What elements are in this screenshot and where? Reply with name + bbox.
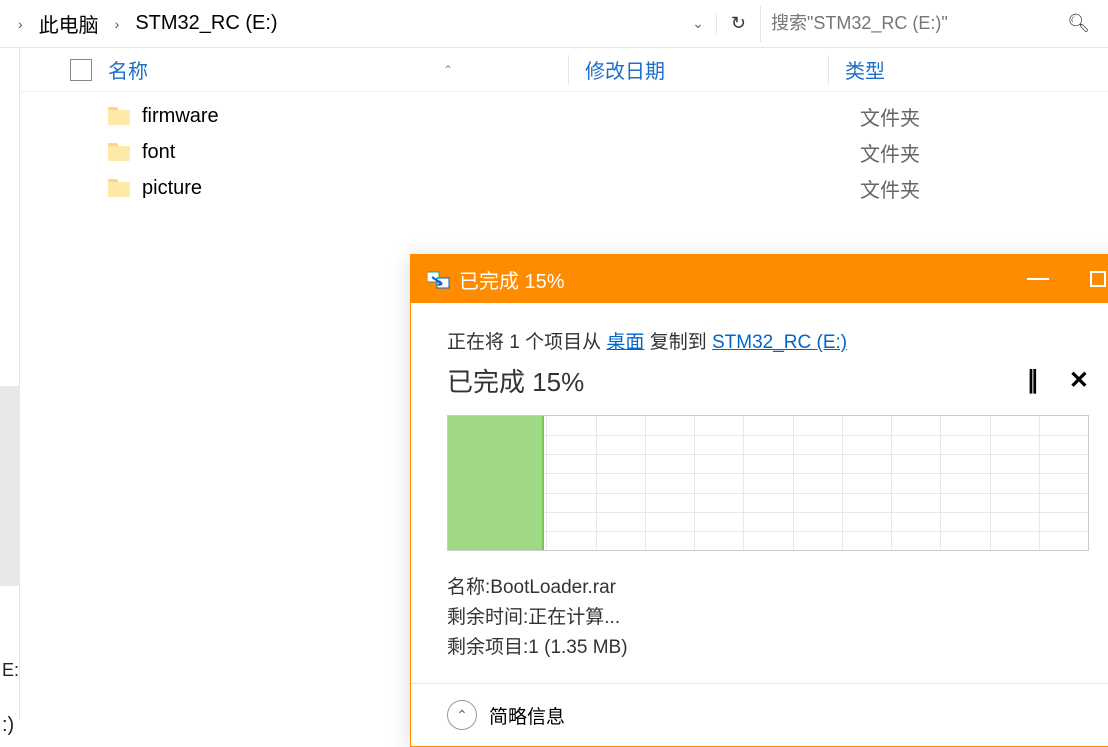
file-name: font [142,141,584,164]
columns-header: 名称 ⌃ 修改日期 类型 [20,48,1108,92]
copy-icon [427,270,449,288]
copy-dialog: 已完成 15% 正在将 1 个项目从 桌面 复制到 STM32_RC (E:) … [410,254,1108,747]
search-icon[interactable]: 🔍︎ [1067,13,1090,34]
detail-label: 名称: [447,573,490,603]
chart-grid [448,416,1088,550]
copy-description: 正在将 1 个项目从 桌面 复制到 STM32_RC (E:) [447,327,1089,354]
list-item[interactable]: font 文件夹 [20,134,1108,170]
file-list: firmware 文件夹 font 文件夹 picture 文件夹 [20,92,1108,206]
pause-button[interactable]: ∥ [1027,366,1039,395]
column-type[interactable]: 类型 [828,55,885,84]
folder-icon [108,107,130,125]
control-buttons: ∥ ✕ [1027,366,1089,395]
chevron-right-icon[interactable]: › [8,16,33,32]
search-box: 🔍︎ [760,6,1100,42]
folder-icon [108,143,130,161]
detail-value: 1 (1.35 MB) [528,633,627,663]
detail-value: BootLoader.rar [490,573,616,603]
file-type: 文件夹 [860,102,920,131]
desc-text: 正在将 1 个项目从 [447,332,606,353]
file-type: 文件夹 [860,174,920,203]
maximize-button[interactable] [1087,268,1108,290]
breadcrumb-item[interactable]: STM32_RC (E:) [129,12,283,35]
other-label: :) [2,714,14,737]
chevron-right-icon[interactable]: › [105,16,130,32]
left-pane: E: :) [0,48,20,719]
progress-chart [447,415,1089,551]
refresh-icon[interactable]: ↻ [716,13,760,34]
dialog-title: 已完成 15% [459,265,1027,294]
completed-row: 已完成 15% ∥ ✕ [447,362,1089,399]
footer-text[interactable]: 简略信息 [489,702,565,729]
file-name: picture [142,177,584,200]
list-item[interactable]: firmware 文件夹 [20,98,1108,134]
progress-fill [448,416,544,550]
detail-value: 正在计算... [528,603,620,633]
dropdown-icon[interactable]: ⌄ [680,15,716,32]
source-link[interactable]: 桌面 [606,332,644,353]
dialog-footer: ⌃ 简略信息 [411,683,1108,746]
detail-label: 剩余项目: [447,633,528,663]
copy-details: 名称: BootLoader.rar 剩余时间: 正在计算... 剩余项目: 1… [447,573,1089,663]
collapse-button[interactable]: ⌃ [447,700,477,730]
folder-icon [108,179,130,197]
list-item[interactable]: picture 文件夹 [20,170,1108,206]
detail-label: 剩余时间: [447,603,528,633]
cancel-button[interactable]: ✕ [1069,366,1089,395]
desc-text: 复制到 [644,332,712,353]
drive-label: E: [2,660,19,681]
window-controls [1027,268,1108,290]
completed-text: 已完成 15% [447,362,584,399]
column-modified[interactable]: 修改日期 [568,55,828,84]
breadcrumb-bar: › 此电脑 › STM32_RC (E:) ⌄ ↻ 🔍︎ [0,0,1108,48]
content-area: E: :) 名称 ⌃ 修改日期 类型 firmware 文件夹 font 文件夹 [0,48,1108,719]
detail-items: 剩余项目: 1 (1.35 MB) [447,633,1089,663]
search-input[interactable] [771,13,1067,34]
sort-indicator-icon: ⌃ [328,63,568,77]
sidebar-scroll-track [0,386,20,586]
detail-name: 名称: BootLoader.rar [447,573,1089,603]
file-name: firmware [142,105,584,128]
file-list-area: 名称 ⌃ 修改日期 类型 firmware 文件夹 font 文件夹 pictu… [20,48,1108,719]
detail-time: 剩余时间: 正在计算... [447,603,1089,633]
dialog-titlebar[interactable]: 已完成 15% [411,255,1108,303]
file-type: 文件夹 [860,138,920,167]
minimize-button[interactable] [1027,268,1049,290]
dest-link[interactable]: STM32_RC (E:) [712,332,847,353]
breadcrumb-item[interactable]: 此电脑 [33,9,105,38]
select-all-checkbox[interactable] [70,59,92,81]
dialog-body: 正在将 1 个项目从 桌面 复制到 STM32_RC (E:) 已完成 15% … [411,303,1108,683]
